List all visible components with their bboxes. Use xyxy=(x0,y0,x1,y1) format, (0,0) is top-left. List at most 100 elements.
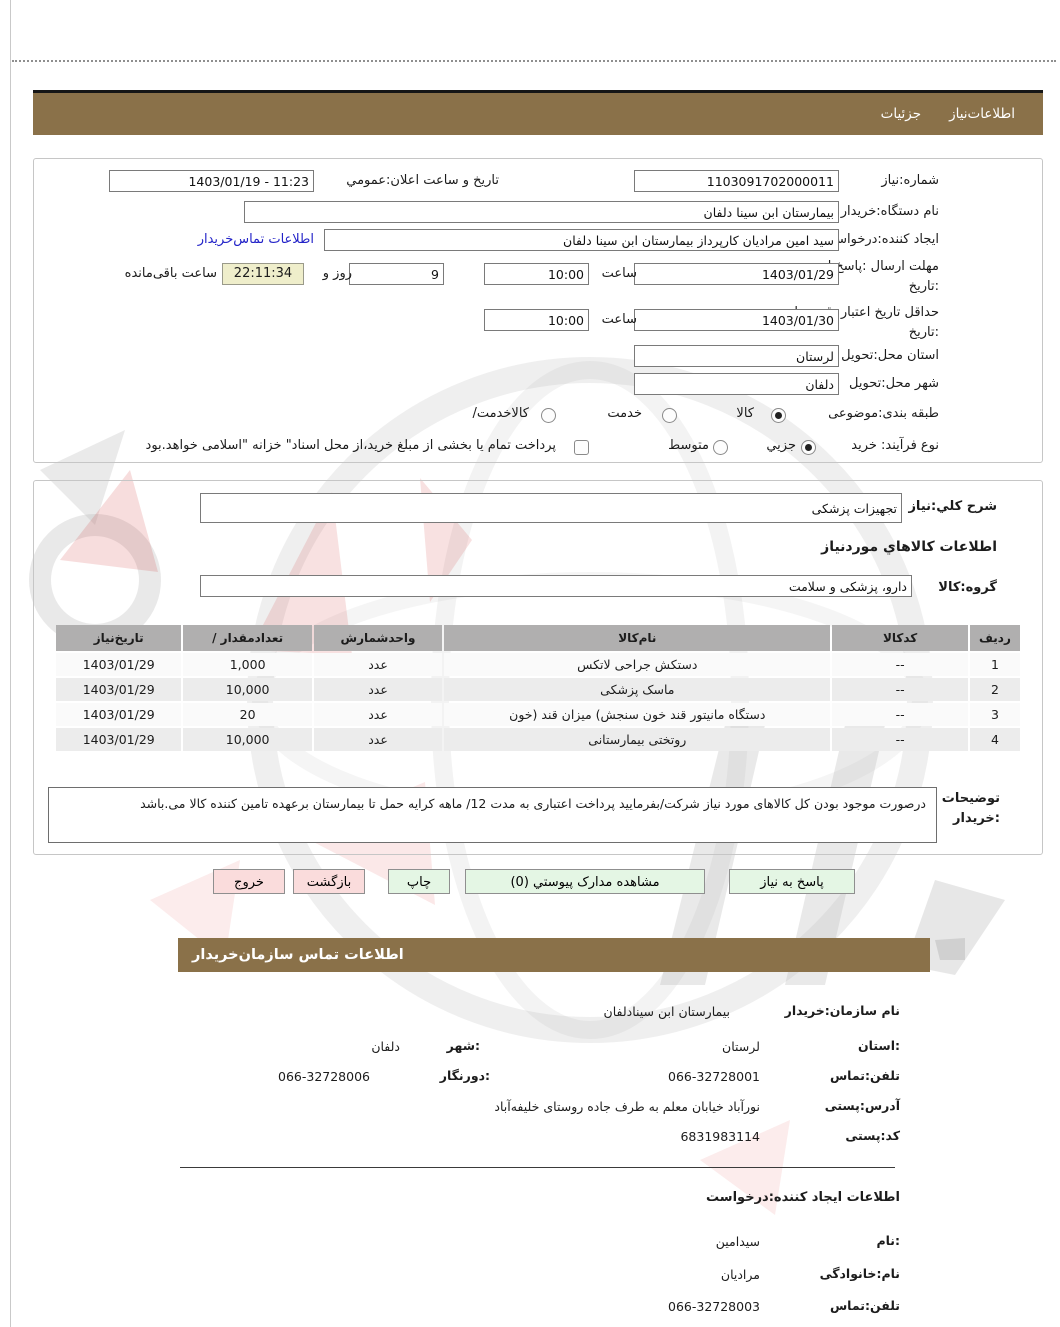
cell-qty: 10,000 xyxy=(183,728,312,751)
cell-name: دستگاه مانیتور قند خون سنجش) میزان قند (… xyxy=(444,703,831,726)
remaining-days-input[interactable] xyxy=(349,263,444,285)
announce-datetime-input[interactable] xyxy=(109,170,314,192)
deadline-hour-input[interactable] xyxy=(484,263,589,285)
col-quantity: تعدادمقدار / xyxy=(183,625,312,651)
tab-need-info[interactable]: اطلاعات‌نیاز xyxy=(949,106,1015,122)
goods-row-3: 3 -- دستگاه مانیتور قند خون سنجش) میزان … xyxy=(56,703,1020,726)
delivery-city-input[interactable] xyxy=(634,373,839,395)
main-tab-bar: اطلاعات‌نیاز جزئیات xyxy=(33,90,1043,135)
response-deadline-date-input[interactable] xyxy=(634,263,839,285)
price-validity-date-input[interactable] xyxy=(634,309,839,331)
goods-group-input[interactable] xyxy=(200,575,912,597)
cell-qty: 20 xyxy=(183,703,312,726)
radio-goods-service[interactable] xyxy=(541,408,556,423)
days-label: روز و xyxy=(322,266,352,281)
buyer-notes-label-line1: توضیحات xyxy=(941,791,1000,806)
radio-medium-label: متوسط xyxy=(668,438,709,453)
required-goods-heading: اطلاعات کالاهاي موردنیاز xyxy=(821,539,997,555)
print-button[interactable]: چاپ xyxy=(388,869,450,894)
cell-row-no: 2 xyxy=(969,678,1020,701)
org-name-value: بیمارستان ابن سینادلفان xyxy=(603,1004,730,1019)
cell-unit: عدد xyxy=(313,703,443,726)
buyer-device-input[interactable] xyxy=(244,201,839,223)
goods-group-label: گروه:کالا xyxy=(938,580,997,595)
page-left-border xyxy=(10,0,11,1327)
cell-row-no: 3 xyxy=(969,703,1020,726)
org-postal-label: کد:پستی xyxy=(845,1128,900,1143)
col-need-date: تاریخ‌نیاز xyxy=(56,625,182,651)
radio-partial[interactable] xyxy=(801,440,816,455)
org-address-label: آدرس:پستی xyxy=(824,1098,900,1113)
classification-label: طبقه بندی:موضوعی xyxy=(828,406,939,421)
request-creator-input[interactable] xyxy=(324,229,839,251)
cell-unit: عدد xyxy=(313,653,443,676)
cell-name: دستکش جراحی لاتکس xyxy=(444,653,831,676)
delivery-city-label: شهر محل:تحویل xyxy=(849,376,939,391)
radio-goods-label: کالا xyxy=(736,406,754,421)
radio-service[interactable] xyxy=(662,408,677,423)
need-number-input[interactable] xyxy=(634,170,839,192)
need-description-input[interactable] xyxy=(200,493,902,523)
response-deadline-label-line2: :تاریخ xyxy=(908,278,939,294)
price-validity-label-line2: :تاریخ xyxy=(908,324,939,340)
org-fax-label: :دورنگار xyxy=(439,1068,490,1083)
cell-code: -- xyxy=(832,653,968,676)
cell-code: -- xyxy=(832,678,968,701)
treasury-payment-label: پرداخت تمام یا بخشی از مبلغ خرید،از محل … xyxy=(145,438,556,453)
creator-family-value: مرادیان xyxy=(720,1267,760,1282)
back-button[interactable]: بازگشت xyxy=(293,869,365,894)
need-detail-panel: شرح کلي:نیاز اطلاعات کالاهاي موردنیاز گر… xyxy=(33,480,1043,855)
tab-details[interactable]: جزئیات xyxy=(880,106,922,122)
delivery-province-label: استان محل:تحویل xyxy=(841,348,939,363)
cell-row-no: 1 xyxy=(969,653,1020,676)
announce-datetime-label: تاریخ و ساعت اعلان:عمومي xyxy=(346,173,499,188)
goods-row-1: 1 -- دستکش جراحی لاتکس عدد 1,000 1403/01… xyxy=(56,653,1020,676)
org-phone-value: 066-32728001 xyxy=(668,1069,760,1084)
goods-table-header-row: ردیف کدکالا نام‌کالا واحدشمارش تعدادمقدا… xyxy=(56,625,1020,651)
cell-qty: 10,000 xyxy=(183,678,312,701)
org-phone-label: تلفن:تماس xyxy=(829,1068,900,1083)
creator-phone-value: 066-32728003 xyxy=(668,1299,760,1314)
top-dotted-divider xyxy=(12,60,1056,62)
remaining-time-badge: 22:11:34 xyxy=(222,263,304,285)
buyer-notes-box: درصورت موجود بودن کل کالاهای مورد نیاز ش… xyxy=(48,787,937,843)
cell-row-no: 4 xyxy=(969,728,1020,751)
cell-name: ماسک پزشکی xyxy=(444,678,831,701)
radio-medium[interactable] xyxy=(713,440,728,455)
buyer-org-contact-header: اطلاعات تماس سازمان‌خریدار xyxy=(178,938,930,972)
creator-family-label: نام:خانوادگی xyxy=(819,1266,900,1281)
cell-date: 1403/01/29 xyxy=(56,678,182,701)
org-city-label: :شهر xyxy=(446,1038,480,1053)
buyer-contact-link[interactable]: اطلاعات تماس‌خریدار xyxy=(197,232,314,247)
radio-goods[interactable] xyxy=(771,408,786,423)
buyer-org-contact-title: اطلاعات تماس سازمان‌خریدار xyxy=(192,947,404,963)
treasury-payment-checkbox[interactable] xyxy=(574,440,589,455)
col-count-unit: واحدشمارش xyxy=(313,625,443,651)
goods-row-4: 4 -- روتختی بیمارستانی عدد 10,000 1403/0… xyxy=(56,728,1020,751)
deadline-hour-label: ساعت xyxy=(601,266,637,281)
org-fax-value: 066-32728006 xyxy=(278,1069,370,1084)
creator-phone-label: تلفن:تماس xyxy=(829,1298,900,1313)
buyer-notes-label-line2: :خریدار xyxy=(953,810,1000,826)
col-row-number: ردیف xyxy=(969,625,1020,651)
respond-to-need-button[interactable]: پاسخ به نیاز xyxy=(729,869,855,894)
col-goods-code: کدکالا xyxy=(832,625,968,651)
cell-date: 1403/01/29 xyxy=(56,653,182,676)
cell-unit: عدد xyxy=(313,678,443,701)
validity-hour-input[interactable] xyxy=(484,309,589,331)
request-creator-label: ایجاد کننده:درخواست xyxy=(823,232,939,247)
org-postal-value: 6831983114 xyxy=(680,1129,760,1144)
view-attachments-button[interactable]: مشاهده مدارک پیوستي (0) xyxy=(465,869,705,894)
delivery-province-input[interactable] xyxy=(634,345,839,367)
cell-code: -- xyxy=(832,703,968,726)
creator-info-heading: اطلاعات ایجاد کننده:درخواست xyxy=(706,1190,900,1205)
validity-hour-label: ساعت xyxy=(601,312,637,327)
cell-date: 1403/01/29 xyxy=(56,728,182,751)
remaining-hours-label: ساعت باقی‌مانده xyxy=(124,266,217,281)
org-name-label: نام سازمان:خریدار xyxy=(784,1003,900,1018)
exit-button[interactable]: خروج xyxy=(213,869,285,894)
col-goods-name: نام‌کالا xyxy=(444,625,831,651)
creator-name-value: سیدامین xyxy=(715,1234,760,1249)
buyer-device-label: نام دستگاه:خریدار xyxy=(840,204,939,219)
